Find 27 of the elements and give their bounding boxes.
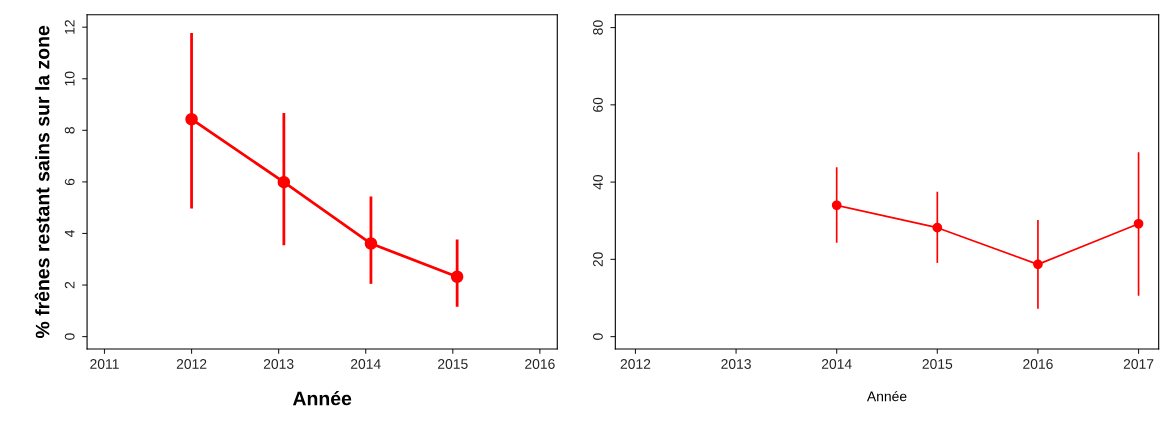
x-tick-label: 2015 <box>922 359 953 369</box>
x-tick-label: 2016 <box>525 359 555 369</box>
y-tick-label: 40 <box>593 174 603 190</box>
y-tick-label: 80 <box>593 20 603 35</box>
x-axis-title: Année <box>292 390 352 406</box>
y-tick-label: 60 <box>593 97 603 112</box>
x-tick-label: 2012 <box>620 359 651 369</box>
x-tick-label: 2015 <box>438 359 468 369</box>
y-tick-label: 0 <box>64 333 75 340</box>
y-tick-label: 6 <box>64 178 75 186</box>
y-tick-label: 4 <box>64 230 75 237</box>
y-tick-label: 10 <box>64 71 75 86</box>
x-tick-label: 2013 <box>721 359 751 369</box>
y-tick-label: 8 <box>64 127 75 134</box>
y-axis-title: % frênes restant sains sur la zone <box>34 25 50 339</box>
x-tick-label: 2014 <box>821 359 852 369</box>
y-tick-label: 0 <box>593 333 603 340</box>
y-tick-label: 2 <box>64 281 75 289</box>
x-tick-label: 2011 <box>90 359 119 369</box>
x-tick-label: 2014 <box>350 359 381 369</box>
y-tick-label: 12 <box>64 20 75 34</box>
y-tick-label: 20 <box>593 252 603 267</box>
x-tick-label: 2017 <box>1123 359 1154 369</box>
x-tick-label: 2012 <box>176 359 207 369</box>
x-axis-title: Année <box>866 390 907 402</box>
x-tick-label: 2013 <box>263 359 294 369</box>
x-tick-label: 2016 <box>1023 359 1053 369</box>
